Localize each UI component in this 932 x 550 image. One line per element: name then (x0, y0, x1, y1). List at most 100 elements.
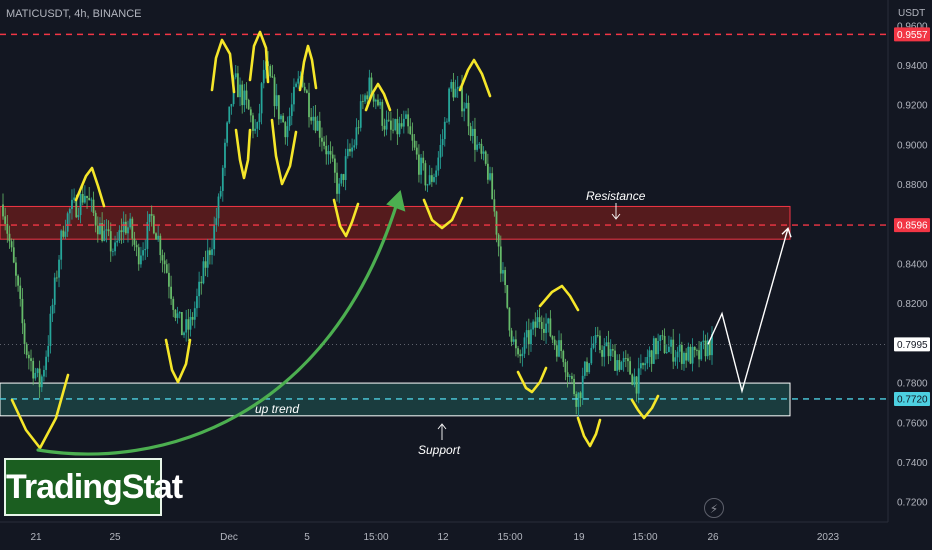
candle-body (437, 157, 440, 171)
uptrend-label: up trend (255, 402, 299, 416)
candle-body (409, 126, 412, 135)
candle-body (506, 285, 509, 308)
candle-body (21, 298, 24, 324)
candle-body (474, 128, 476, 150)
candle-body (691, 346, 694, 364)
candle-body (611, 349, 614, 351)
candle-body (368, 77, 371, 100)
candle-body (346, 148, 349, 157)
price-tick-label: 0.8800 (897, 180, 928, 191)
symbol-title: MATICUSDT, 4h, BINANCE (6, 8, 142, 20)
candle-body (590, 347, 593, 364)
candle-body (443, 121, 446, 140)
candle-body (161, 255, 164, 261)
candle-body (689, 346, 692, 364)
candle-body (163, 260, 166, 265)
candle-body (631, 374, 634, 385)
candle-body (351, 147, 354, 152)
candle-body (599, 335, 601, 351)
candle-body (700, 341, 703, 360)
candle-body (152, 215, 155, 234)
candle-body (708, 340, 711, 356)
candle-body (349, 148, 351, 152)
candle-body (471, 128, 474, 136)
candle-body (592, 343, 595, 348)
swing-curve (270, 118, 298, 186)
candle-body (637, 368, 640, 394)
candle-body (465, 102, 468, 109)
swing-curve (248, 30, 270, 84)
lightning-icon[interactable]: ⚡ (704, 498, 724, 518)
candle-body (446, 121, 448, 123)
candle-body (297, 78, 300, 84)
candle-body (573, 378, 575, 394)
candle-body (583, 361, 586, 376)
candle-body (107, 229, 110, 232)
candle-body (45, 356, 48, 370)
candle-body (32, 360, 35, 379)
candle-body (424, 163, 427, 186)
candle-body (601, 350, 603, 357)
candle-body (159, 235, 162, 256)
candle-body (627, 358, 629, 362)
candle-body (284, 122, 287, 138)
candle-body (532, 321, 535, 330)
candle-body (551, 336, 554, 340)
candle-body (53, 277, 56, 305)
candle-body (286, 126, 289, 138)
candle-body (331, 154, 334, 159)
candle-body (372, 93, 375, 102)
price-tick-label: 0.7200 (897, 498, 928, 509)
candle-body (605, 342, 608, 347)
uptrend-arrowhead (386, 190, 406, 212)
candle-body (301, 76, 304, 87)
candle-body (112, 251, 114, 253)
candle-body (129, 218, 132, 228)
candle-body (193, 308, 196, 320)
time-tick-label: 25 (109, 532, 121, 543)
candle-body (202, 261, 205, 284)
candle-body (687, 346, 690, 361)
candle-body (282, 115, 285, 123)
candle-body (357, 127, 360, 129)
candle-body (594, 335, 597, 344)
projection-path (707, 228, 789, 394)
candle-body (75, 197, 78, 218)
candle-body (288, 115, 291, 127)
candle-body (586, 361, 588, 373)
candle-body (596, 335, 599, 336)
swing-curve (164, 338, 192, 384)
candle-body (398, 123, 401, 135)
candle-body (491, 173, 494, 200)
candle-body (215, 218, 218, 226)
price-tick-label: 0.7600 (897, 418, 928, 429)
candle-body (239, 84, 241, 98)
candle-body (170, 286, 172, 299)
candle-body (495, 211, 498, 235)
candle-body (674, 357, 677, 362)
candle-body (148, 214, 151, 223)
candle-body (36, 368, 39, 373)
candle-body (385, 119, 388, 130)
candle-body (510, 330, 513, 342)
candle-body (327, 151, 330, 155)
swing-curve (538, 284, 580, 312)
support-tag-label: 0.7720 (897, 394, 928, 405)
candle-body (497, 234, 500, 247)
candle-body (316, 120, 319, 131)
candle-body (706, 340, 709, 357)
candle-body (254, 128, 257, 131)
support-tag (894, 391, 930, 406)
candle-body (206, 250, 209, 268)
candle-body (329, 151, 332, 155)
candle-body (672, 339, 675, 362)
current-price-tag (894, 337, 930, 352)
candle-body (83, 195, 86, 203)
candle-body (405, 114, 407, 119)
candle-body (614, 350, 616, 371)
candle-body (635, 376, 638, 394)
candle-body (370, 77, 373, 94)
candle-body (489, 173, 491, 180)
candle-body (543, 328, 545, 333)
